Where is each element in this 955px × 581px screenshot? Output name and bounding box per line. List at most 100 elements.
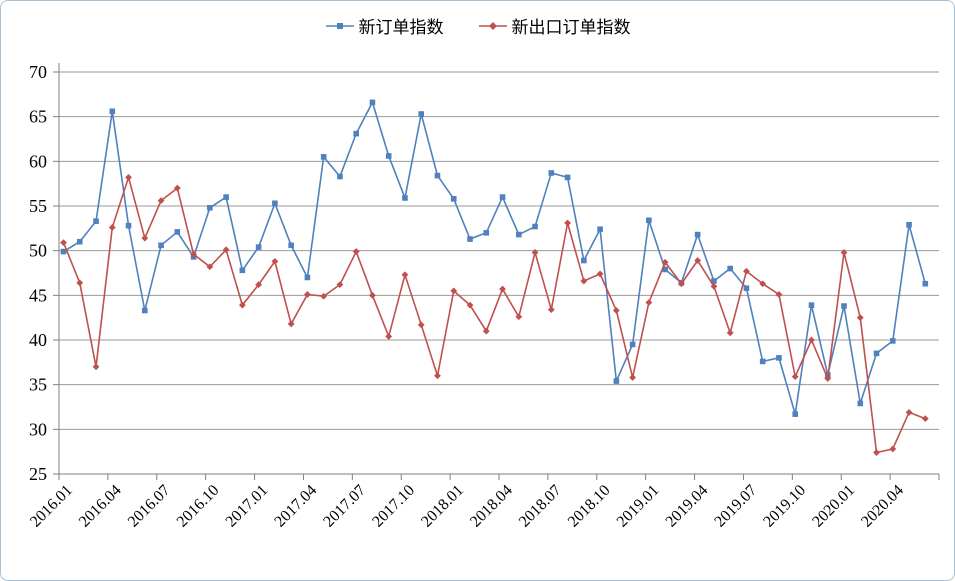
data-point-diamond: [125, 174, 132, 181]
x-tick-label: 2018.04: [467, 482, 516, 531]
y-tick-label: 45: [29, 285, 47, 305]
data-point-diamond: [661, 258, 669, 266]
data-point-diamond: [92, 363, 100, 371]
data-point-square: [337, 173, 343, 180]
y-tick-label: 60: [29, 151, 47, 171]
data-point-square: [613, 378, 620, 384]
data-point-diamond: [775, 291, 783, 298]
data-point-square: [255, 244, 262, 250]
data-point-square: [288, 242, 294, 249]
y-tick-label: 25: [29, 464, 47, 484]
data-point-square: [922, 280, 929, 287]
data-point-diamond: [320, 292, 328, 300]
data-point-diamond: [190, 250, 197, 258]
chart-legend: 新订单指数 新出口订单指数: [1, 13, 954, 38]
data-point-diamond: [304, 291, 311, 298]
data-point-diamond: [157, 197, 165, 205]
data-point-diamond: [515, 313, 523, 321]
legend-label-new-export-orders: 新出口订单指数: [511, 18, 631, 37]
data-point-square: [60, 248, 67, 255]
data-point-diamond: [385, 333, 393, 340]
x-tick-label: 2016.01: [27, 482, 76, 531]
data-point-diamond: [824, 375, 832, 382]
data-point-diamond: [564, 219, 571, 227]
y-tick-label: 55: [29, 196, 47, 216]
data-point-diamond: [547, 306, 555, 314]
data-point-square: [727, 265, 733, 272]
data-point-diamond: [710, 283, 718, 290]
data-point-square: [369, 99, 376, 106]
x-tick-label: 2016.07: [125, 482, 174, 531]
data-point-square: [629, 341, 636, 348]
data-point-square: [597, 226, 603, 233]
y-tick-label: 50: [29, 241, 47, 261]
data-point-diamond: [401, 271, 409, 279]
data-point-diamond: [238, 301, 246, 309]
data-point-square: [450, 196, 457, 202]
data-point-diamond: [612, 307, 620, 314]
x-tick-label: 2018.01: [418, 482, 467, 531]
data-point-diamond: [677, 280, 685, 288]
data-point-square: [515, 231, 522, 238]
data-point-diamond: [222, 246, 230, 254]
x-tick-label: 2018.10: [565, 482, 614, 531]
data-point-square: [93, 218, 99, 224]
data-point-diamond: [482, 327, 490, 335]
data-point-square: [207, 204, 213, 211]
data-point-diamond: [921, 415, 929, 423]
data-point-diamond: [743, 267, 750, 275]
data-point-square: [239, 267, 246, 274]
data-point-square: [467, 236, 473, 242]
data-point-square: [841, 303, 847, 309]
legend-diamond-marker-icon: [478, 21, 507, 30]
x-tick-label: 2017.07: [320, 482, 369, 531]
data-point-square: [873, 350, 880, 357]
x-tick-label: 2017.04: [271, 482, 320, 531]
data-point-square: [564, 174, 571, 181]
legend-item-new-orders: 新订单指数: [325, 13, 444, 38]
data-point-diamond: [580, 277, 588, 285]
x-tick-label: 2019.04: [663, 482, 712, 531]
x-tick-label: 2020.04: [858, 482, 907, 531]
data-point-square: [483, 230, 490, 236]
data-point-square: [320, 154, 327, 160]
data-point-square: [694, 231, 701, 238]
data-point-diamond: [450, 287, 458, 295]
data-point-square: [499, 194, 506, 200]
data-point-square: [174, 229, 181, 235]
data-point-square: [158, 242, 164, 249]
data-point-diamond: [60, 239, 67, 247]
series-line-1: [62, 174, 926, 454]
data-point-diamond: [287, 320, 295, 328]
data-point-diamond: [889, 445, 897, 453]
x-tick-label: 2016.04: [76, 482, 125, 531]
data-point-diamond: [791, 373, 799, 381]
data-point-diamond: [434, 372, 441, 380]
data-point-diamond: [808, 336, 815, 344]
data-point-square: [272, 200, 278, 207]
x-tick-label: 2016.10: [174, 482, 223, 531]
data-point-diamond: [271, 257, 279, 265]
y-tick-label: 35: [29, 375, 47, 395]
data-point-square: [125, 222, 132, 229]
data-point-square: [385, 153, 392, 159]
y-tick-label: 65: [29, 107, 47, 127]
data-point-square: [353, 130, 359, 137]
data-point-square: [759, 358, 766, 365]
data-point-square: [532, 223, 538, 230]
data-point-square: [711, 278, 717, 284]
data-point-diamond: [206, 263, 214, 271]
data-point-square: [792, 411, 799, 417]
data-point-square: [76, 238, 83, 245]
data-point-diamond: [466, 301, 474, 309]
data-point-diamond: [629, 374, 637, 381]
series-line-0: [63, 100, 927, 415]
data-point-diamond: [873, 449, 880, 456]
data-point-diamond: [645, 299, 653, 306]
data-point-diamond: [856, 314, 864, 322]
data-point-square: [646, 217, 652, 224]
y-tick-label: 40: [29, 330, 47, 350]
data-point-square: [857, 400, 864, 407]
data-point-diamond: [352, 248, 360, 255]
